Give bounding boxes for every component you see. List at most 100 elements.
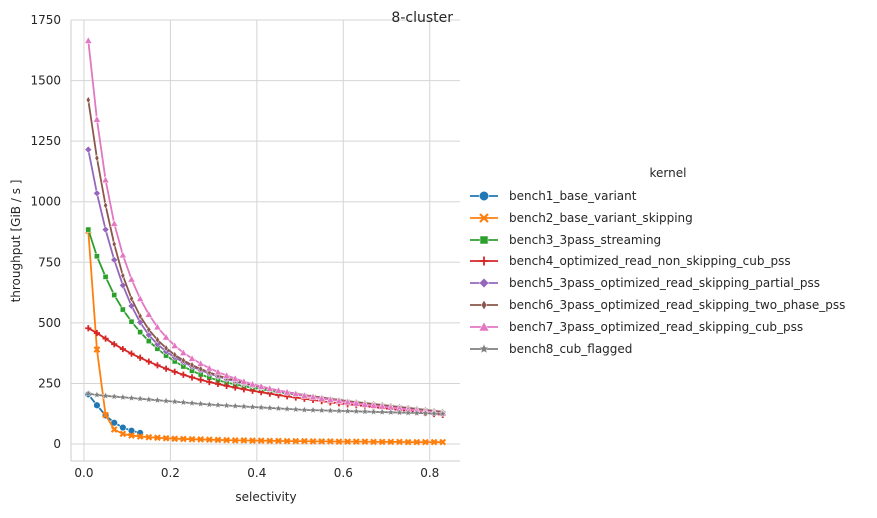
- data-point: [257, 437, 265, 445]
- data-point: [118, 393, 127, 401]
- data-point: [196, 399, 205, 408]
- data-point: [404, 408, 413, 417]
- data-point: [146, 325, 152, 334]
- data-point: [172, 350, 178, 359]
- chart-title: 8-cluster: [391, 10, 453, 26]
- data-point: [479, 256, 489, 266]
- data-point: [162, 365, 170, 372]
- data-point: [102, 335, 109, 342]
- data-point: [92, 115, 101, 123]
- legend-entry: bench8_cub_flagged: [470, 342, 632, 356]
- data-point: [93, 189, 101, 198]
- legend-title: kernel: [650, 166, 687, 180]
- legend-entry: bench2_base_variant_skipping: [470, 211, 693, 225]
- series-7: [84, 36, 447, 417]
- data-point: [240, 437, 248, 444]
- data-point: [232, 384, 239, 391]
- data-point: [111, 341, 118, 348]
- data-point: [412, 408, 421, 417]
- data-point: [396, 438, 403, 446]
- data-point: [170, 341, 179, 349]
- data-point: [180, 435, 187, 443]
- data-point: [171, 435, 179, 443]
- data-point: [274, 386, 283, 394]
- data-point: [110, 256, 118, 264]
- data-point: [84, 36, 93, 44]
- series-line: [88, 392, 443, 415]
- data-point: [118, 250, 127, 259]
- legend-label: bench6_3pass_optimized_read_skipping_two…: [509, 298, 845, 312]
- data-point: [291, 405, 300, 413]
- data-point: [145, 338, 152, 344]
- data-point: [223, 382, 230, 389]
- data-point: [309, 437, 317, 445]
- data-point: [136, 294, 145, 302]
- data-point: [128, 350, 135, 357]
- data-point: [119, 430, 127, 438]
- data-point: [198, 365, 203, 373]
- data-point: [110, 426, 118, 433]
- data-point: [137, 312, 143, 320]
- data-point: [300, 391, 309, 399]
- legend-label: bench1_base_variant: [509, 189, 637, 203]
- x-tick-label: 0.4: [247, 466, 266, 480]
- data-point: [479, 213, 489, 223]
- data-point: [127, 393, 136, 402]
- data-point: [334, 396, 344, 405]
- data-point: [283, 437, 291, 445]
- data-point: [248, 380, 257, 388]
- data-point: [430, 409, 438, 417]
- data-point: [119, 423, 127, 432]
- data-point: [352, 438, 360, 445]
- data-point: [478, 190, 490, 202]
- data-point: [478, 343, 490, 354]
- legend-entry: bench7_3pass_optimized_read_skipping_cub…: [470, 320, 803, 334]
- data-point: [300, 405, 309, 414]
- data-point: [162, 333, 171, 341]
- data-point: [343, 406, 352, 415]
- data-point: [85, 325, 92, 332]
- data-point: [370, 438, 377, 446]
- data-point: [222, 371, 231, 379]
- data-point: [162, 434, 170, 442]
- y-axis-label: throughput [GiB / s ]: [9, 180, 23, 303]
- data-point: [205, 436, 213, 444]
- data-point: [137, 354, 144, 361]
- data-point: [378, 407, 387, 416]
- data-point: [136, 394, 145, 403]
- data-point: [197, 436, 205, 443]
- data-point: [101, 391, 110, 400]
- data-point: [136, 433, 144, 440]
- data-point: [145, 433, 153, 441]
- data-point: [93, 329, 101, 337]
- x-tick-label: 0.2: [161, 466, 180, 480]
- data-point: [196, 359, 205, 367]
- y-tick-label: 750: [38, 255, 61, 269]
- data-point: [154, 434, 161, 442]
- series-8: [84, 389, 447, 418]
- data-point: [413, 438, 421, 446]
- data-point: [179, 398, 188, 406]
- y-tick-label: 1250: [30, 134, 61, 148]
- legend-entry: bench3_3pass_streaming: [470, 233, 661, 247]
- data-point: [326, 437, 334, 445]
- data-point: [352, 399, 361, 407]
- data-point: [309, 392, 318, 401]
- data-point: [387, 438, 395, 446]
- data-point: [145, 358, 152, 365]
- data-point: [145, 331, 153, 339]
- data-point: [188, 435, 196, 443]
- data-point: [231, 374, 240, 382]
- data-point: [154, 362, 161, 369]
- data-point: [326, 395, 335, 403]
- data-point: [85, 96, 91, 104]
- data-point: [326, 406, 335, 414]
- series-2: [84, 227, 447, 446]
- y-tick-label: 1750: [30, 13, 61, 27]
- legend: kernel bench1_base_variant bench2_base_va…: [470, 166, 845, 356]
- data-point: [317, 394, 326, 402]
- data-point: [352, 407, 361, 415]
- series-5: [84, 145, 447, 416]
- legend-label: bench5_3pass_optimized_read_skipping_par…: [509, 276, 820, 290]
- data-point: [179, 348, 188, 356]
